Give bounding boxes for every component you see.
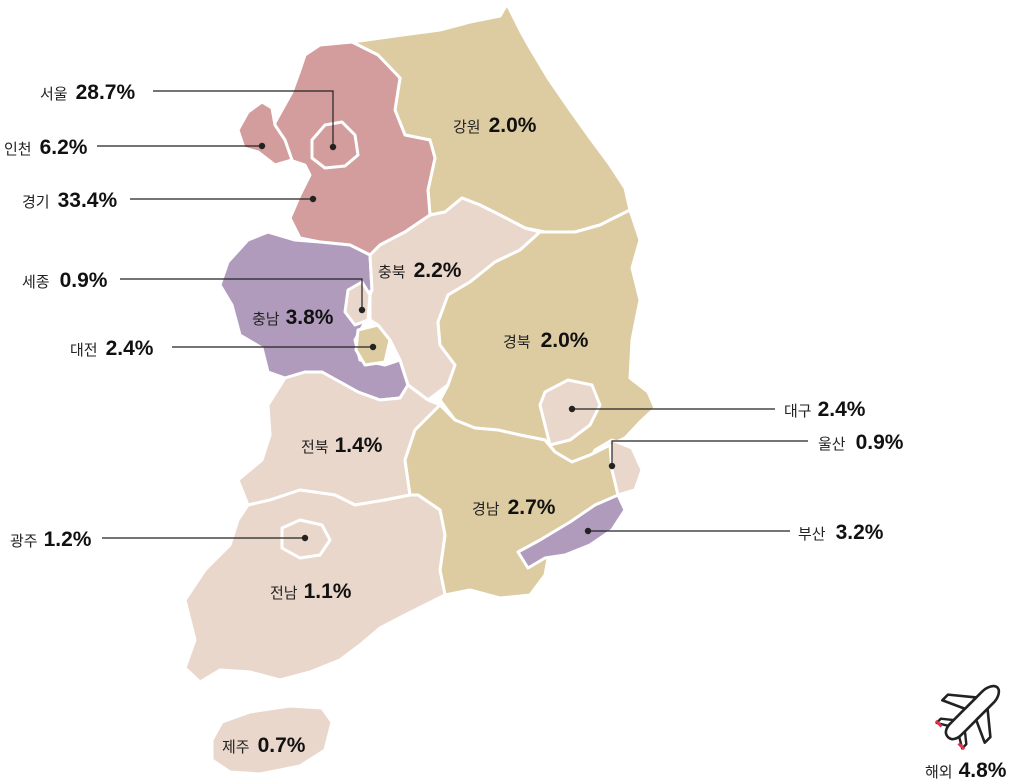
label-gwangju-value: 1.2% (44, 528, 92, 551)
label-seoul-value: 28.7% (76, 81, 136, 104)
label-jeju-name: 제주 (222, 738, 250, 756)
svg-text:대전2.4%: 대전 2.4% (70, 337, 154, 360)
svg-text:광주1.2%: 광주 1.2% (10, 528, 92, 551)
leader-seoul (153, 90, 334, 147)
svg-text:경남2.7%: 경남 2.7% (472, 496, 556, 519)
airplane-icon (934, 684, 1001, 751)
label-ulsan-name: 울산 (818, 435, 846, 453)
svg-text:충북2.2%: 충북 2.2% (378, 259, 462, 282)
label-incheon-value: 6.2% (40, 136, 88, 159)
leader-lines (97, 90, 808, 542)
label-gyeonggi-value: 33.4% (58, 189, 118, 212)
dot-gwangju (301, 534, 309, 542)
label-jeonbuk-value: 1.4% (335, 434, 383, 457)
label-gyeonggi-name: 경기 (22, 193, 50, 211)
label-overseas-name: 해외 (925, 763, 953, 781)
label-sejong-value: 0.9% (60, 269, 108, 292)
svg-text:울산0.9%: 울산 0.9% (818, 431, 904, 454)
svg-text:경북2.0%: 경북 2.0% (503, 329, 589, 352)
label-overseas-value: 4.8% (959, 759, 1007, 781)
label-busan-value: 3.2% (836, 521, 884, 544)
label-busan-name: 부산 (798, 525, 826, 543)
label-daegu-name: 대구 (784, 402, 812, 420)
label-jeonnam-value: 1.1% (304, 580, 352, 603)
region-jeju (210, 704, 334, 776)
label-jeonbuk-name: 전북 (301, 438, 329, 456)
dot-incheon (258, 142, 266, 150)
label-gyeongnam-value: 2.7% (508, 496, 556, 519)
label-daejeon-name: 대전 (70, 341, 98, 359)
svg-text:충남3.8%: 충남 3.8% (252, 306, 334, 329)
label-incheon-name: 인천 (4, 140, 32, 158)
label-daegu-value: 2.4% (818, 398, 866, 421)
label-gwangju-name: 광주 (10, 532, 38, 550)
label-gangwon-name: 강원 (453, 118, 481, 136)
dot-daejeon (369, 343, 377, 351)
svg-text:세종0.9%: 세종 0.9% (22, 269, 108, 292)
region-daegu (538, 378, 602, 447)
label-jeju-value: 0.7% (258, 734, 306, 757)
dot-sejong (358, 306, 366, 314)
dot-daegu (568, 405, 576, 413)
svg-text:해외4.8%: 해외 4.8% (925, 759, 1007, 781)
label-daejeon-value: 2.4% (106, 337, 154, 360)
label-gyeongnam-name: 경남 (472, 500, 500, 518)
label-chungbuk-value: 2.2% (414, 259, 462, 282)
label-sejong-name: 세종 (22, 273, 50, 291)
label-chungnam-value: 3.8% (286, 306, 334, 329)
labels: 서울 28.7% 인천 6.2% 경기 33.4% 세종 0.9% 대전 2.4% 강원 2… (4, 81, 1007, 781)
region-incheon (236, 100, 294, 167)
svg-text:대구2.4%: 대구 2.4% (784, 398, 866, 421)
dot-ulsan (608, 462, 616, 470)
label-ulsan-value: 0.9% (856, 431, 904, 454)
label-gangwon-value: 2.0% (489, 114, 537, 137)
label-chungnam-name: 충남 (252, 310, 280, 328)
label-seoul-name: 서울 (40, 85, 68, 103)
svg-text:제주0.7%: 제주 0.7% (222, 734, 306, 757)
region-sejong (343, 280, 372, 327)
dot-gyeonggi (309, 195, 317, 203)
region-busan (516, 493, 627, 570)
svg-text:부산3.2%: 부산 3.2% (798, 521, 884, 544)
dot-seoul (329, 143, 337, 151)
svg-text:강원2.0%: 강원 2.0% (453, 114, 537, 137)
svg-text:인천6.2%: 인천 6.2% (4, 136, 88, 159)
svg-text:전북1.4%: 전북 1.4% (301, 434, 383, 457)
label-jeonnam-name: 전남 (270, 584, 298, 602)
label-chungbuk-name: 충북 (378, 263, 406, 281)
dot-busan (584, 527, 592, 535)
leader-sejong (120, 278, 363, 310)
leader-ulsan (611, 440, 808, 466)
svg-text:전남1.1%: 전남 1.1% (270, 580, 352, 603)
label-gyeongbuk-value: 2.0% (541, 329, 589, 352)
label-gyeongbuk-name: 경북 (503, 333, 531, 351)
